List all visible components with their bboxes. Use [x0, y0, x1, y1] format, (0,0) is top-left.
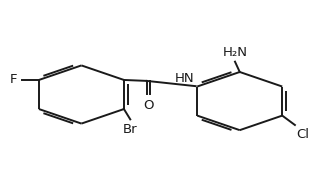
Text: H₂N: H₂N: [223, 46, 247, 59]
Text: O: O: [143, 99, 154, 112]
Text: Br: Br: [123, 123, 138, 136]
Text: HN: HN: [175, 72, 194, 85]
Text: F: F: [10, 74, 18, 86]
Text: Cl: Cl: [296, 128, 309, 141]
